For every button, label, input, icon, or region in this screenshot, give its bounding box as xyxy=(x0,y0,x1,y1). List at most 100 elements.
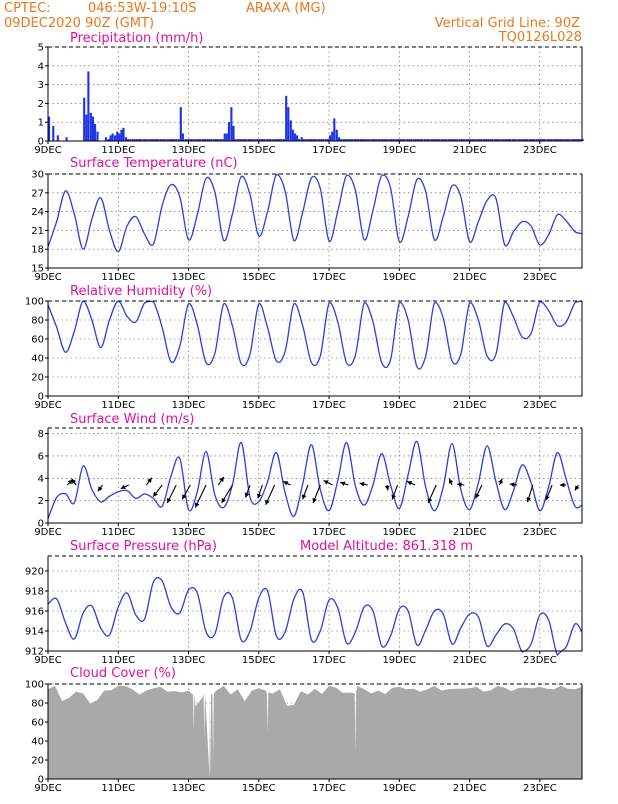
precip-bar xyxy=(197,139,200,141)
precip-bar xyxy=(118,133,121,141)
precip-bar xyxy=(511,139,514,141)
pres-xtick-label: 13DEC xyxy=(172,655,206,666)
temp-ytick-label: 27 xyxy=(31,188,44,199)
precip-bar xyxy=(518,139,521,141)
wind-vector-arrow xyxy=(384,484,390,491)
header: CPTEC: 046:53W-19:10S ARAXA (MG) 09DEC20… xyxy=(4,1,582,45)
precip-bar xyxy=(335,129,338,141)
precip-bar xyxy=(546,139,549,141)
precip-bar xyxy=(577,139,580,141)
precip-title: Precipitation (mm/h) xyxy=(70,31,203,46)
precip-bar xyxy=(342,139,345,141)
wind-vector-arrow xyxy=(498,478,503,486)
precip-bar xyxy=(192,139,195,141)
precip-bar xyxy=(258,139,261,141)
precip-bar xyxy=(239,139,242,141)
precip-bar xyxy=(175,139,178,141)
precip-bar xyxy=(425,139,428,141)
pres-panel: Surface Pressure (hPa) 912 914 916 918 920 9DE… xyxy=(25,539,583,666)
precip-bar xyxy=(539,139,542,141)
wind-vector-arrow xyxy=(323,480,333,486)
precip-bar xyxy=(107,139,110,141)
rh-xtick-label: 13DEC xyxy=(172,400,206,411)
temp-ytick-label: 24 xyxy=(31,207,44,218)
precip-bar xyxy=(423,139,426,141)
temp-xtick-label: 13DEC xyxy=(172,272,206,283)
precip-bar xyxy=(381,139,384,141)
precip-bar xyxy=(168,139,171,141)
precip-ytick-label: 4 xyxy=(38,61,44,72)
precip-bar xyxy=(432,139,435,141)
precip-bar xyxy=(385,139,389,141)
cloud-xtick-label: 15DEC xyxy=(242,783,276,794)
precip-bar xyxy=(414,139,417,141)
precip-bar xyxy=(566,139,569,141)
precip-bar xyxy=(579,139,582,141)
wind-vector-arrow xyxy=(545,484,553,501)
precip-bar xyxy=(135,139,138,141)
wind-vector-arrow xyxy=(427,484,437,504)
precip-bar xyxy=(111,133,114,141)
temp-ytick-label: 15 xyxy=(31,264,44,275)
temp-ytick-label: 30 xyxy=(31,170,44,181)
wind-xtick-label: 23DEC xyxy=(523,527,557,538)
precip-bar xyxy=(155,139,158,141)
precip-bar xyxy=(541,139,545,141)
precip-bar xyxy=(471,139,474,141)
wind-vector-arrow xyxy=(391,484,399,500)
precip-bar xyxy=(91,116,95,141)
wind-xtick-label: 21DEC xyxy=(453,527,487,538)
rh-ytick-label: 40 xyxy=(31,354,44,365)
precip-bar xyxy=(550,139,553,141)
temp-line xyxy=(47,173,583,253)
precip-bar xyxy=(94,124,97,141)
precip-bar xyxy=(522,139,525,141)
wind-vector-arrow xyxy=(301,484,309,500)
precip-bar xyxy=(366,139,369,141)
pres-xtick-label: 21DEC xyxy=(453,655,487,666)
precip-bar xyxy=(129,139,132,141)
wind-vector-arrow xyxy=(406,480,416,486)
cloud-panel: Cloud Cover (%) 0 20 40 60 80 100 9DEC 11DEC 13DE… xyxy=(25,666,583,794)
precip-bar xyxy=(203,139,207,141)
precip-bar xyxy=(397,139,400,141)
wind-line xyxy=(47,440,583,519)
wind-vector-arrow xyxy=(145,477,153,486)
precip-bar xyxy=(456,139,459,141)
precip-bar xyxy=(348,139,351,141)
precip-bar xyxy=(142,139,145,141)
precip-bar xyxy=(418,139,422,141)
precip-bar xyxy=(410,139,413,141)
precip-bar xyxy=(482,139,486,141)
pres-ytick-label: 918 xyxy=(25,587,44,598)
precip-bar xyxy=(390,139,393,141)
precip-bar xyxy=(300,137,303,141)
pres-ytick-label: 914 xyxy=(25,627,44,638)
precip-bar xyxy=(473,139,476,141)
precip-bar xyxy=(548,139,551,141)
wind-vector-arrow xyxy=(194,484,207,508)
precip-bar xyxy=(333,118,336,141)
precip-bar xyxy=(447,139,450,141)
wind-vector-arrow xyxy=(457,482,465,488)
precip-bar xyxy=(416,139,419,141)
precip-bar xyxy=(555,139,558,141)
cloud-title: Cloud Cover (%) xyxy=(70,666,176,681)
rh-line xyxy=(47,300,583,370)
precip-bar xyxy=(160,139,163,141)
precip-bar xyxy=(109,135,112,141)
pres-ytick-label: 916 xyxy=(25,607,44,618)
precip-bar xyxy=(274,139,277,141)
precip-bar xyxy=(445,139,448,141)
precip-bar xyxy=(96,131,99,141)
pres-ytick-label: 920 xyxy=(25,567,44,578)
wind-vector-arrow xyxy=(181,484,191,500)
precip-bar xyxy=(223,133,226,141)
precip-bar xyxy=(502,139,505,141)
precip-bar xyxy=(350,139,353,141)
header-coords: 046:53W-19:10S xyxy=(88,1,196,16)
precip-bar xyxy=(574,139,578,141)
precip-bar xyxy=(212,139,215,141)
precip-bar xyxy=(137,139,141,141)
pres-xtick-label: 17DEC xyxy=(312,655,346,666)
